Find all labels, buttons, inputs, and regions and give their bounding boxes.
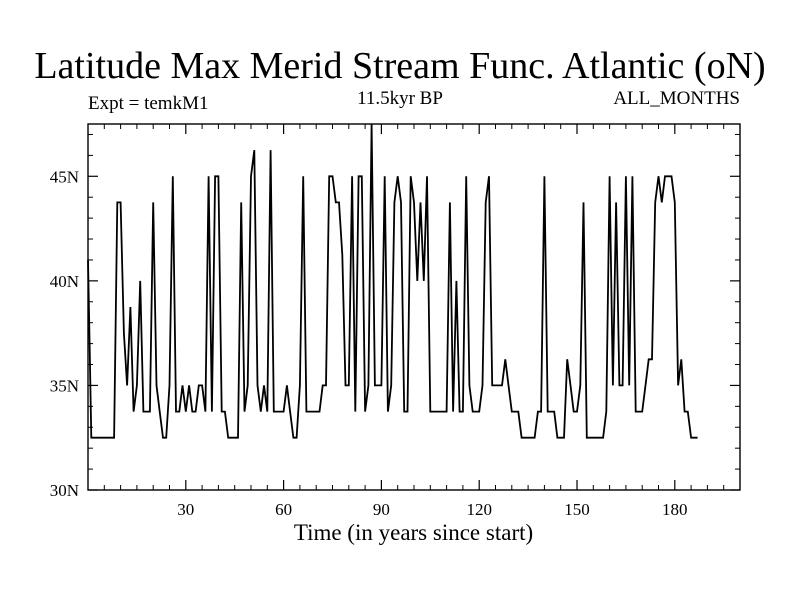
series-line [87, 123, 698, 439]
series-group [87, 123, 698, 439]
y-tick-label: 40N [50, 272, 79, 291]
x-tick-label: 150 [564, 500, 590, 519]
x-tick-label: 90 [373, 500, 390, 519]
x-tick-label: 30 [177, 500, 194, 519]
axis-ticks [88, 124, 740, 491]
months-label: ALL_MONTHS [613, 88, 740, 109]
x-axis-label: Time (in years since start) [293, 520, 534, 545]
y-tick-label: 30N [50, 481, 79, 500]
x-tick-label: 180 [662, 500, 688, 519]
experiment-label: Expt = temkM1 [88, 93, 209, 114]
x-tick-label: 120 [466, 500, 492, 519]
x-tick-label: 60 [275, 500, 292, 519]
y-tick-label: 35N [50, 376, 79, 395]
plot-frame [87, 123, 741, 491]
y-tick-label: 45N [50, 167, 79, 186]
chart-title: Latitude Max Merid Stream Func. Atlantic… [34, 45, 766, 87]
chart-subtitle: 11.5kyr BP [357, 88, 443, 109]
tick-labels: 30 60 90 120 150 180 30N 35N 40N 45N [50, 167, 688, 519]
